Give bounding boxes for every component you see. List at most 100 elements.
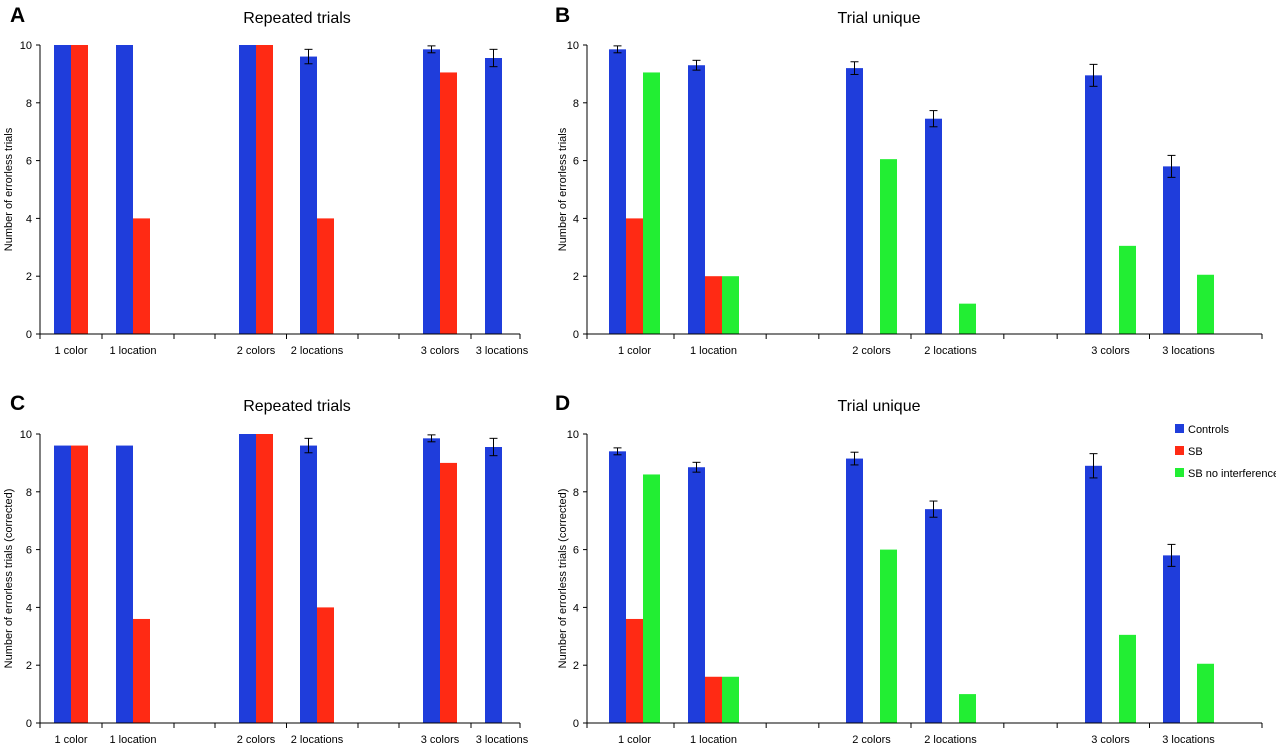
legend-swatch <box>1175 468 1184 477</box>
bar <box>133 618 150 723</box>
y-tick-label: 2 <box>573 271 579 283</box>
x-tick-label: 2 locations <box>924 345 977 357</box>
legend-label: Controls <box>1188 424 1229 436</box>
bar <box>925 509 942 723</box>
x-tick-label: 1 location <box>109 345 156 357</box>
y-tick-label: 6 <box>573 545 579 557</box>
y-axis-label: Number of errorless trials <box>3 127 15 251</box>
y-tick-label: 10 <box>20 40 32 52</box>
chart-title: Trial unique <box>837 398 920 415</box>
x-tick-label: 3 locations <box>1162 345 1215 357</box>
bar <box>71 45 88 334</box>
y-tick-label: 10 <box>567 429 579 441</box>
bar <box>300 56 317 335</box>
bar <box>423 49 440 335</box>
y-tick-label: 2 <box>26 271 32 283</box>
chart-panel-c: C Repeated trials Number of errorless tria… <box>3 392 529 746</box>
bar <box>71 445 88 723</box>
bar <box>880 159 897 334</box>
bar <box>846 458 863 723</box>
bar <box>116 445 133 723</box>
bar <box>300 445 317 723</box>
x-tick-label: 1 location <box>690 734 737 746</box>
y-tick-label: 0 <box>26 718 32 730</box>
x-tick-label: 3 colors <box>1091 345 1130 357</box>
y-tick-label: 4 <box>26 213 32 225</box>
x-tick-label: 2 locations <box>291 734 344 746</box>
bar <box>705 676 722 723</box>
legend-label: SB <box>1188 446 1203 458</box>
x-tick-label: 1 location <box>690 345 737 357</box>
y-tick-label: 6 <box>26 156 32 168</box>
bar <box>925 118 942 334</box>
chart-title: Repeated trials <box>243 398 351 415</box>
bar <box>1197 663 1214 723</box>
bar <box>423 438 440 723</box>
y-tick-label: 8 <box>26 98 32 110</box>
bar <box>688 467 705 723</box>
y-tick-label: 2 <box>26 660 32 672</box>
bar <box>1163 555 1180 723</box>
bar <box>256 45 273 334</box>
bar <box>626 218 643 334</box>
bar <box>1085 75 1102 334</box>
panel-letter: D <box>555 392 570 415</box>
bar <box>1197 274 1214 334</box>
panel-letter: B <box>555 4 570 27</box>
bar <box>722 276 739 334</box>
bar <box>317 607 334 723</box>
chart-panel-b: B Trial unique Number of errorless trials 0… <box>555 4 1263 357</box>
bar <box>1119 634 1136 723</box>
x-tick-label: 2 colors <box>852 734 891 746</box>
bar <box>440 72 457 334</box>
bar <box>440 462 457 723</box>
bar <box>626 618 643 723</box>
bar <box>609 49 626 335</box>
chart-title: Trial unique <box>837 10 920 27</box>
bar <box>609 451 626 723</box>
bar <box>239 45 256 334</box>
x-tick-label: 2 colors <box>237 345 276 357</box>
bar <box>1085 465 1102 723</box>
bar <box>1163 166 1180 334</box>
y-axis-label: Number of errorless trials <box>557 127 569 251</box>
y-tick-label: 10 <box>20 429 32 441</box>
bar <box>880 549 897 723</box>
bar <box>705 276 722 334</box>
bar <box>239 434 256 723</box>
chart-title: Repeated trials <box>243 10 351 27</box>
y-tick-label: 8 <box>573 98 579 110</box>
bar <box>846 68 863 335</box>
bar <box>256 434 273 723</box>
y-tick-label: 4 <box>26 602 32 614</box>
x-tick-label: 2 colors <box>852 345 891 357</box>
x-tick-label: 3 colors <box>1091 734 1130 746</box>
x-tick-label: 1 location <box>109 734 156 746</box>
legend-swatch <box>1175 424 1184 433</box>
x-tick-label: 1 color <box>618 345 651 357</box>
x-tick-label: 2 locations <box>924 734 977 746</box>
x-tick-label: 2 locations <box>291 345 344 357</box>
x-tick-label: 3 colors <box>421 345 460 357</box>
y-tick-label: 4 <box>573 213 579 225</box>
legend: Controls SB SB no interference <box>1175 424 1276 480</box>
y-tick-label: 8 <box>573 487 579 499</box>
x-tick-label: 3 locations <box>1162 734 1215 746</box>
x-tick-label: 3 locations <box>476 345 529 357</box>
y-tick-label: 6 <box>26 545 32 557</box>
bar <box>485 58 502 334</box>
y-tick-label: 10 <box>567 40 579 52</box>
bar <box>959 303 976 334</box>
x-tick-label: 1 color <box>54 734 87 746</box>
bar <box>959 694 976 723</box>
y-tick-label: 4 <box>573 602 579 614</box>
x-tick-label: 1 color <box>54 345 87 357</box>
bar <box>317 218 334 334</box>
bar <box>688 65 705 334</box>
x-tick-label: 3 locations <box>476 734 529 746</box>
bar <box>54 45 71 334</box>
legend-swatch <box>1175 446 1184 455</box>
bar <box>722 676 739 723</box>
bar <box>643 72 660 334</box>
